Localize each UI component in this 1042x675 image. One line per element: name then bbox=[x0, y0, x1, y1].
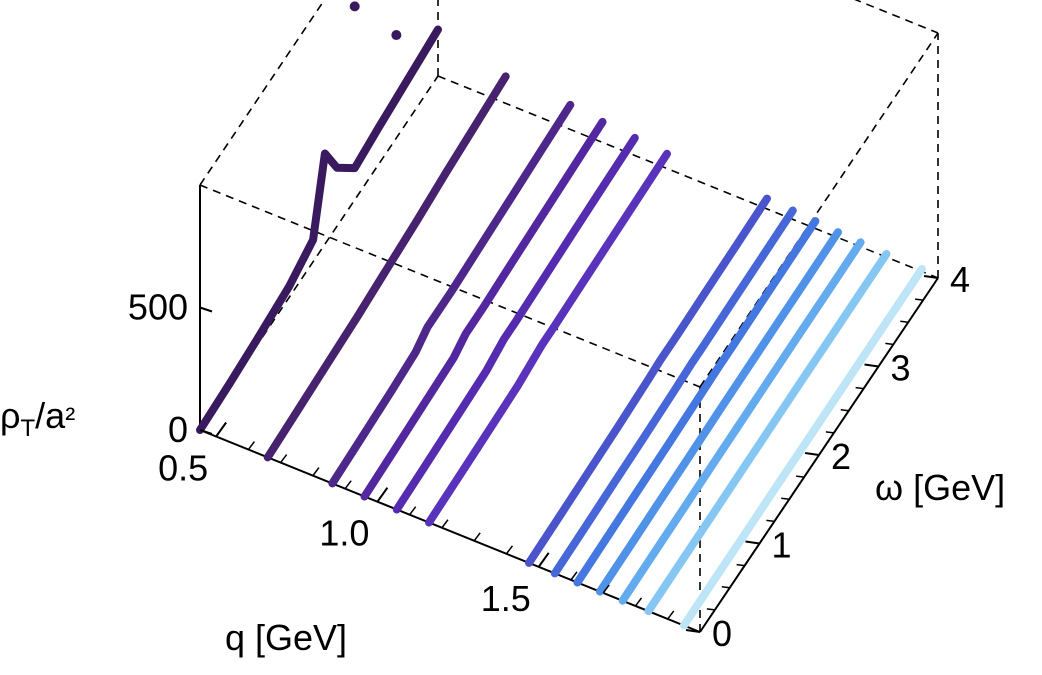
y-minor-tick bbox=[855, 386, 864, 390]
box-edge-dashed bbox=[437, 75, 939, 279]
y-minor-tick bbox=[885, 342, 894, 346]
y-minor-tick bbox=[766, 519, 775, 523]
y-tick-label: 2 bbox=[831, 436, 851, 477]
x-minor-tick bbox=[441, 519, 449, 529]
x-minor-tick bbox=[344, 480, 352, 490]
x-minor-tick bbox=[570, 571, 578, 581]
y-tick-mark bbox=[923, 275, 939, 279]
x-minor-tick bbox=[667, 610, 675, 620]
series-line-2 bbox=[263, 72, 510, 462]
series-layer bbox=[196, 25, 926, 630]
x-minor-tick bbox=[409, 506, 417, 516]
box-edge-dashed bbox=[699, 32, 939, 388]
x-minor-tick bbox=[538, 558, 546, 568]
x-tick-label: 1.5 bbox=[481, 578, 531, 619]
z-axis-label: ρT/a² bbox=[0, 395, 75, 442]
x-minor-tick bbox=[312, 467, 320, 477]
series-line-8 bbox=[550, 206, 797, 578]
isolated-point-1 bbox=[349, 1, 360, 12]
series-line-4 bbox=[360, 117, 607, 501]
x-minor-tick bbox=[473, 532, 481, 542]
series-line-3 bbox=[328, 100, 575, 488]
y-minor-tick bbox=[840, 409, 849, 412]
y-minor-tick bbox=[781, 497, 790, 500]
series-line-11 bbox=[618, 238, 865, 605]
y-minor-tick bbox=[736, 563, 745, 567]
series-line-13 bbox=[679, 265, 926, 630]
x-tick-label: 1.0 bbox=[319, 513, 369, 554]
y-minor-tick bbox=[796, 475, 805, 478]
plot-box bbox=[199, 0, 939, 633]
y-tick-mark bbox=[745, 540, 760, 545]
y-tick-label: 4 bbox=[950, 259, 970, 300]
series-line-12 bbox=[644, 250, 891, 616]
box-edge-dashed bbox=[854, 0, 939, 34]
y-tick-mark bbox=[864, 363, 879, 368]
y-minor-tick bbox=[706, 608, 715, 611]
box-edge-dashed bbox=[199, 0, 326, 186]
y-minor-tick bbox=[721, 586, 730, 589]
tick-labels: 0.5 1.0 1.5 0 1 2 3 4 0 500 bbox=[128, 259, 970, 654]
z-tick-label: 0 bbox=[168, 409, 188, 450]
box-edge-dashed bbox=[199, 184, 701, 388]
x-tick-mark bbox=[215, 421, 227, 438]
y-tick-mark bbox=[685, 629, 701, 633]
x-axis-label: q [GeV] bbox=[225, 617, 347, 658]
x-minor-tick bbox=[280, 454, 288, 464]
y-axis-label: ω [GeV] bbox=[875, 467, 1005, 508]
series-line-1 bbox=[196, 25, 442, 434]
x-minor-tick bbox=[247, 441, 255, 450]
series-line-6 bbox=[425, 149, 671, 527]
x-minor-tick bbox=[634, 597, 643, 607]
y-tick-label: 0 bbox=[712, 613, 732, 654]
y-tick-label: 1 bbox=[772, 525, 792, 566]
series-line-7 bbox=[525, 194, 771, 567]
box-edge-solid bbox=[199, 429, 701, 633]
y-minor-tick bbox=[900, 320, 909, 323]
series-line-10 bbox=[596, 228, 842, 596]
isolated-point-2 bbox=[391, 30, 402, 41]
z-tick-mark bbox=[199, 429, 213, 435]
z-tick-mark bbox=[199, 306, 213, 313]
x-tick-label: 0.5 bbox=[158, 448, 208, 489]
y-tick-label: 3 bbox=[891, 348, 911, 389]
isolated-points-layer bbox=[349, 1, 402, 41]
x-minor-tick bbox=[602, 584, 610, 594]
x-minor-tick bbox=[376, 493, 385, 503]
x-minor-tick bbox=[505, 545, 514, 555]
y-minor-tick bbox=[825, 431, 834, 434]
series-line-9 bbox=[573, 217, 820, 587]
y-minor-tick bbox=[915, 298, 924, 301]
z-tick-label: 500 bbox=[128, 287, 188, 328]
series-line-5 bbox=[392, 133, 639, 514]
y-tick-mark bbox=[804, 452, 820, 456]
